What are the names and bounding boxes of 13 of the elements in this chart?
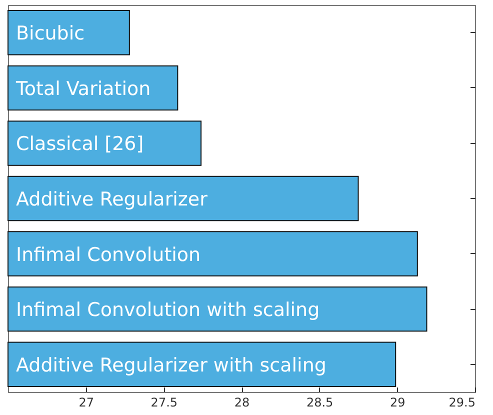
y-tick-label: Infimal Convolution with scaling <box>16 299 320 322</box>
x-tick-label: 29 <box>390 396 406 410</box>
x-tick-label: 28 <box>234 396 250 410</box>
y-tick-label: Infimal Convolution <box>16 244 201 266</box>
x-tick-label: 27 <box>78 396 94 410</box>
y-tick-label: Total Variation <box>15 78 151 100</box>
y-tick-label: Bicubic <box>16 22 85 45</box>
x-tick-label: 28.5 <box>306 396 334 410</box>
y-tick-label: Additive Regularizer with scaling <box>16 354 326 376</box>
x-tick-label: 27.5 <box>150 396 178 410</box>
y-tick-label: Additive Regularizer <box>16 188 208 210</box>
x-tick-label: 29.5 <box>448 396 476 410</box>
y-tick-label: Classical [26] <box>16 133 144 156</box>
